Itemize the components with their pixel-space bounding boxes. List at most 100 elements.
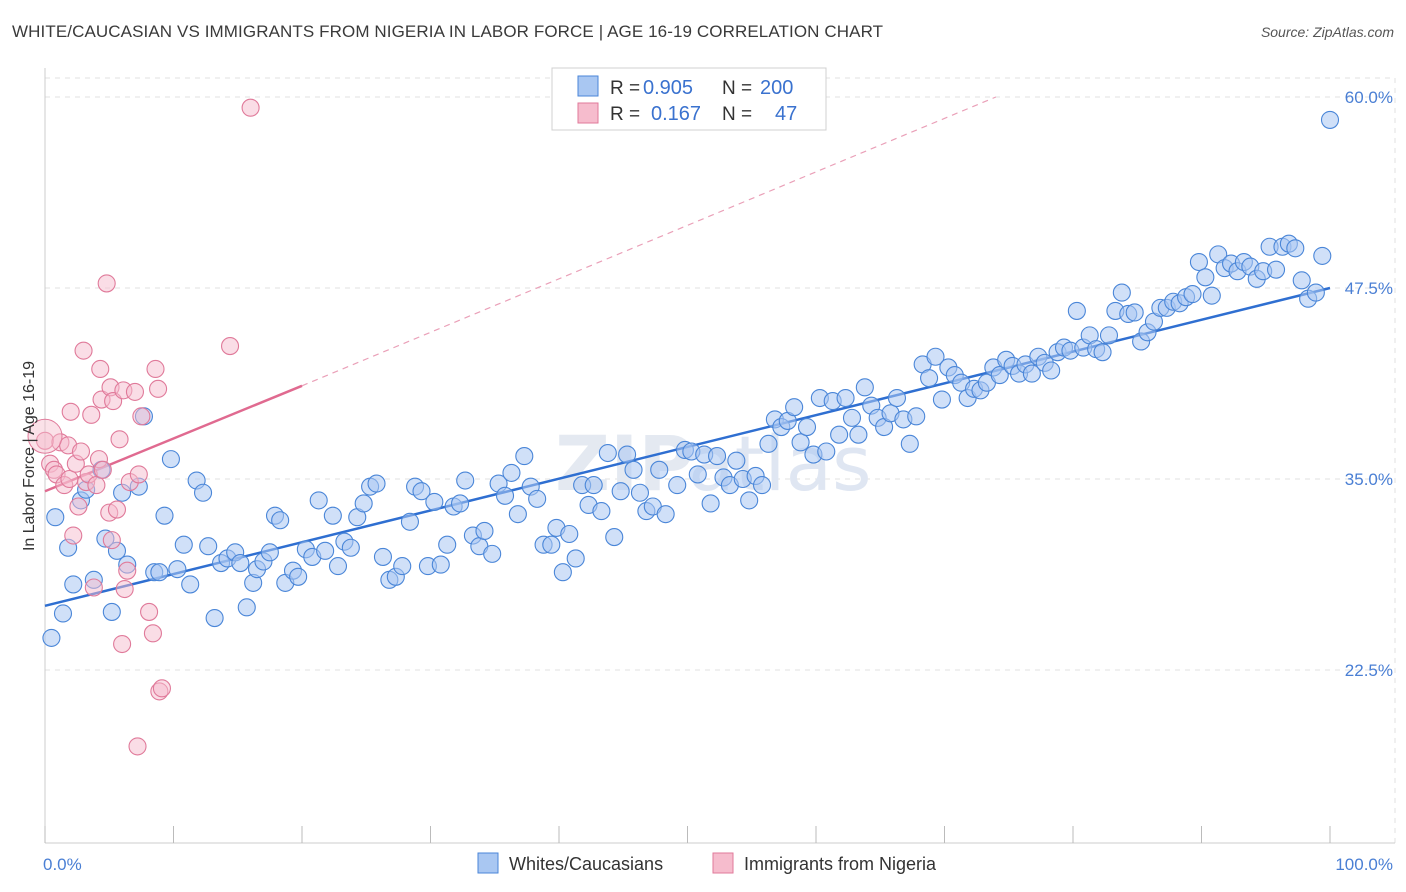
nigeria-point-22 <box>93 460 112 479</box>
whites-point-132 <box>887 388 907 408</box>
nigeria-point-44 <box>128 737 147 756</box>
nigeria-point-40 <box>146 359 165 379</box>
whites-point-169 <box>1125 303 1144 322</box>
nigeria-point-33 <box>118 561 137 580</box>
whites-point-75 <box>515 447 534 466</box>
series-legend: Whites/Caucasians Immigrants from Nigeri… <box>477 852 937 874</box>
legend-swatch-nigeria <box>577 102 599 124</box>
series-whites <box>42 110 1340 647</box>
whites-point-109 <box>740 491 759 510</box>
whites-point-24 <box>194 483 213 502</box>
whites-point-96 <box>650 460 669 479</box>
legend-n-value-whites: 200 <box>760 77 793 99</box>
whites-point-37 <box>271 511 290 530</box>
whites-point-46 <box>328 557 348 576</box>
whites-point-1 <box>46 508 65 527</box>
whites-point-93 <box>630 483 650 502</box>
legend-r-value-nigeria: 0.167 <box>651 103 701 125</box>
whites-point-104 <box>708 447 727 466</box>
tick-labels: 22.5% 35.0% 47.5% 60.0% 0.0% 100.0% <box>43 88 1393 874</box>
whites-point-197 <box>1306 283 1325 302</box>
whites-point-92 <box>624 460 643 479</box>
whites-point-2 <box>53 604 73 623</box>
whites-point-70 <box>483 544 502 563</box>
nigeria-point-cluster <box>27 418 63 454</box>
gridlines <box>45 77 1396 843</box>
whites-point-179 <box>1189 252 1208 272</box>
stats-legend: R = 0.905 N = 200 R = 0.167 N = 47 <box>551 67 827 131</box>
whites-point-30 <box>231 553 250 573</box>
whites-point-90 <box>611 482 630 501</box>
whites-point-73 <box>502 463 521 482</box>
whites-point-138 <box>926 347 945 366</box>
nigeria-point-17 <box>84 578 103 597</box>
nigeria-point-12 <box>71 442 91 461</box>
y-axis-title: In Labor Force | Age 16-19 <box>21 361 38 551</box>
nigeria-point-38 <box>140 602 159 621</box>
nigeria-point-46 <box>241 98 260 117</box>
whites-point-50 <box>354 494 373 513</box>
whites-point-112 <box>759 434 778 453</box>
whites-point-165 <box>1099 326 1119 345</box>
whites-point-62 <box>431 555 450 574</box>
whites-point-191 <box>1266 260 1286 279</box>
whites-point-52 <box>367 474 386 493</box>
legend-n-label-whites: N = <box>722 78 752 99</box>
legend-r-label-nigeria: R = <box>610 104 640 125</box>
nigeria-point-16 <box>82 405 101 424</box>
whites-point-89 <box>605 528 624 547</box>
nigeria-point-26 <box>102 531 121 550</box>
whites-point-160 <box>1067 301 1086 320</box>
whites-point-91 <box>618 445 637 464</box>
y-tick-label-2: 47.5% <box>1345 279 1393 298</box>
nigeria-point-30 <box>113 634 132 654</box>
whites-point-0 <box>42 628 61 647</box>
whites-point-66 <box>456 471 475 490</box>
nigeria-point-8 <box>61 402 80 421</box>
whites-point-194 <box>1286 239 1305 258</box>
whites-point-103 <box>701 494 720 513</box>
legend-r-value-whites: 0.905 <box>643 77 693 99</box>
axes <box>44 68 1395 844</box>
whites-point-87 <box>592 502 611 521</box>
legend-n-label-nigeria: N = <box>722 104 752 125</box>
whites-point-139 <box>932 390 951 409</box>
whites-point-164 <box>1093 343 1112 362</box>
whites-point-123 <box>830 425 849 444</box>
whites-point-98 <box>668 476 687 495</box>
bottom-legend-swatch-whites <box>477 852 499 874</box>
whites-point-118 <box>797 417 817 437</box>
whites-point-137 <box>920 369 939 388</box>
whites-point-156 <box>1042 361 1061 380</box>
whites-point-97 <box>656 505 675 524</box>
whites-point-44 <box>316 541 335 560</box>
whites-point-82 <box>560 524 579 544</box>
whites-point-181 <box>1202 286 1221 305</box>
nigeria-point-41 <box>149 379 168 398</box>
whites-point-88 <box>598 443 617 463</box>
nigeria-point-28 <box>107 500 127 519</box>
whites-point-77 <box>528 489 547 508</box>
nigeria-point-35 <box>125 382 144 401</box>
whites-point-57 <box>400 512 419 531</box>
nigeria-point-29 <box>110 430 129 449</box>
source-credit: Source: ZipAtlas.com <box>1260 24 1394 40</box>
whites-point-26 <box>205 608 224 628</box>
nigeria-point-11 <box>69 497 88 516</box>
whites-point-69 <box>475 521 494 541</box>
whites-point-127 <box>855 378 874 397</box>
x-tick-label-1: 100.0% <box>1335 855 1393 874</box>
whites-point-111 <box>752 476 772 495</box>
whites-point-56 <box>393 557 412 576</box>
whites-point-148 <box>990 366 1009 385</box>
nigeria-point-20 <box>91 359 110 379</box>
nigeria-point-7 <box>60 469 79 489</box>
bottom-legend-swatch-nigeria <box>712 852 734 874</box>
whites-point-135 <box>907 407 926 426</box>
whites-point-74 <box>508 505 527 524</box>
whites-point-125 <box>842 408 862 427</box>
whites-point-121 <box>817 442 836 461</box>
whites-point-180 <box>1196 268 1215 287</box>
whites-point-63 <box>438 535 457 554</box>
